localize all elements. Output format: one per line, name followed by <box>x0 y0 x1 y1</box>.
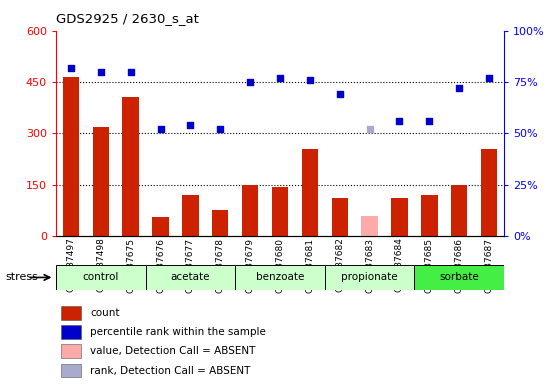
Point <box>455 85 464 91</box>
Bar <box>414 265 504 290</box>
Text: acetate: acetate <box>171 272 210 283</box>
Point <box>365 126 374 132</box>
Bar <box>212 210 228 236</box>
Text: benzoate: benzoate <box>256 272 304 283</box>
Bar <box>123 98 139 236</box>
Text: percentile rank within the sample: percentile rank within the sample <box>91 327 267 337</box>
Bar <box>61 306 81 320</box>
Point <box>425 118 434 124</box>
Point <box>186 122 195 128</box>
Bar <box>182 195 199 236</box>
Text: value, Detection Call = ABSENT: value, Detection Call = ABSENT <box>91 346 256 356</box>
Bar <box>451 185 468 236</box>
Bar <box>302 149 318 236</box>
Bar <box>361 216 378 236</box>
Bar <box>481 149 497 236</box>
Point <box>216 126 225 132</box>
Bar <box>152 217 169 236</box>
Text: control: control <box>83 272 119 283</box>
Bar <box>56 265 146 290</box>
Text: stress: stress <box>6 272 39 283</box>
Point <box>335 91 344 98</box>
Bar <box>332 199 348 236</box>
Text: rank, Detection Call = ABSENT: rank, Detection Call = ABSENT <box>91 366 251 376</box>
Bar <box>61 364 81 377</box>
Point <box>156 126 165 132</box>
Bar <box>242 185 258 236</box>
Point <box>67 65 76 71</box>
Point <box>484 75 493 81</box>
Text: propionate: propionate <box>341 272 398 283</box>
Bar <box>146 265 235 290</box>
Point <box>395 118 404 124</box>
Text: sorbate: sorbate <box>440 272 479 283</box>
Point <box>96 69 105 75</box>
Text: count: count <box>91 308 120 318</box>
Bar <box>272 187 288 236</box>
Bar <box>421 195 437 236</box>
Point <box>276 75 284 81</box>
Bar <box>61 344 81 358</box>
Bar <box>235 265 325 290</box>
Point <box>305 77 314 83</box>
Point <box>126 69 135 75</box>
Bar <box>92 127 109 236</box>
Text: GDS2925 / 2630_s_at: GDS2925 / 2630_s_at <box>56 12 199 25</box>
Bar <box>325 265 414 290</box>
Bar <box>61 325 81 339</box>
Bar <box>63 77 79 236</box>
Bar <box>391 199 408 236</box>
Point <box>246 79 255 85</box>
